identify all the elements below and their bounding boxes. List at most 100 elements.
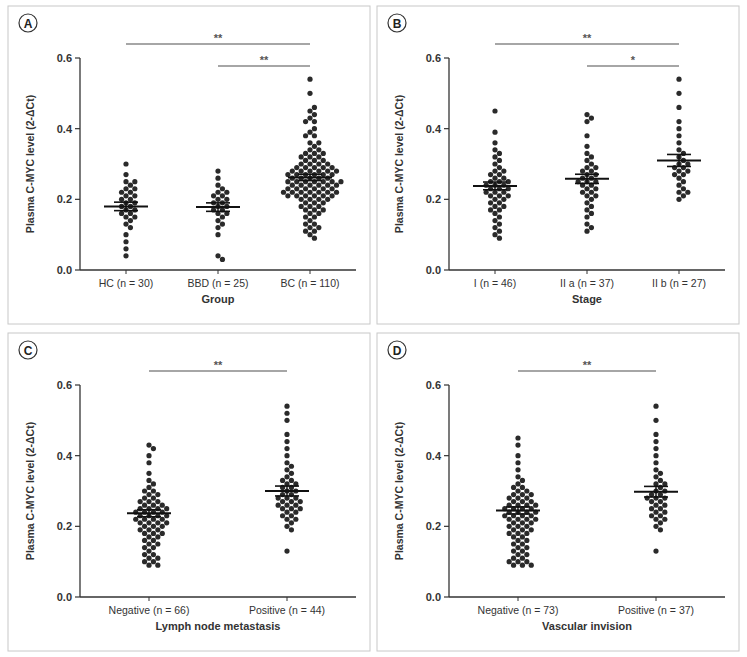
data-point bbox=[653, 446, 658, 451]
y-tick-label: 0.2 bbox=[426, 193, 441, 205]
data-point bbox=[520, 527, 525, 532]
data-point bbox=[224, 190, 229, 195]
panel-badge bbox=[388, 14, 406, 32]
x-tick bbox=[656, 597, 657, 601]
data-point bbox=[515, 552, 520, 557]
data-point bbox=[589, 204, 594, 209]
error-cap bbox=[114, 201, 138, 203]
data-point bbox=[520, 563, 525, 568]
data-point bbox=[151, 559, 156, 564]
data-point bbox=[524, 559, 529, 564]
x-tick bbox=[310, 270, 311, 274]
data-point bbox=[533, 517, 538, 522]
y-tick-label: 0.6 bbox=[426, 52, 441, 64]
data-point bbox=[501, 168, 506, 173]
y-axis-label: Plasma C-MYC level (2-ΔCt) bbox=[393, 422, 405, 560]
data-point bbox=[325, 197, 330, 202]
data-point bbox=[584, 221, 589, 226]
data-point bbox=[284, 404, 289, 409]
x-axis bbox=[449, 596, 725, 597]
data-point bbox=[289, 471, 294, 476]
data-point bbox=[676, 197, 681, 202]
data-point bbox=[497, 221, 502, 226]
y-tick-label: 0.4 bbox=[57, 123, 73, 135]
error-cap bbox=[483, 189, 507, 191]
data-point bbox=[497, 158, 502, 163]
data-point bbox=[119, 211, 124, 216]
data-point bbox=[492, 108, 497, 113]
data-point bbox=[653, 474, 658, 479]
data-point bbox=[515, 517, 520, 522]
data-point bbox=[676, 119, 681, 124]
mean-line bbox=[473, 185, 517, 187]
panel-frame bbox=[377, 333, 739, 651]
data-point bbox=[280, 499, 285, 504]
data-point bbox=[520, 492, 525, 497]
data-point bbox=[220, 186, 225, 191]
data-point bbox=[492, 218, 497, 223]
data-point bbox=[515, 495, 520, 500]
y-tick bbox=[444, 199, 449, 200]
data-point bbox=[307, 130, 312, 135]
data-point bbox=[128, 225, 133, 230]
data-point bbox=[589, 161, 594, 166]
data-point bbox=[284, 467, 289, 472]
marks bbox=[104, 77, 344, 262]
data-point bbox=[316, 197, 321, 202]
data-point bbox=[488, 207, 493, 212]
data-point bbox=[151, 488, 156, 493]
data-point bbox=[160, 524, 165, 529]
data-point bbox=[584, 112, 589, 117]
data-point bbox=[151, 503, 156, 508]
data-point bbox=[284, 432, 289, 437]
data-point bbox=[155, 499, 160, 504]
data-point bbox=[584, 207, 589, 212]
x-axis bbox=[80, 596, 356, 597]
data-point bbox=[307, 154, 312, 159]
data-point bbox=[155, 534, 160, 539]
error-cap bbox=[644, 486, 668, 488]
data-point bbox=[294, 186, 299, 191]
data-point bbox=[312, 214, 317, 219]
data-point bbox=[676, 147, 681, 152]
y-tick-label: 0.6 bbox=[57, 379, 72, 391]
error-cap bbox=[483, 181, 507, 183]
data-point bbox=[220, 193, 225, 198]
y-axis bbox=[79, 385, 80, 597]
data-point bbox=[151, 495, 156, 500]
data-point bbox=[584, 165, 589, 170]
data-point bbox=[507, 524, 512, 529]
data-point bbox=[155, 541, 160, 546]
data-point bbox=[142, 488, 147, 493]
data-point bbox=[284, 474, 289, 479]
significance-label: * bbox=[631, 54, 636, 66]
data-point bbox=[321, 151, 326, 156]
data-point bbox=[312, 200, 317, 205]
data-point bbox=[289, 464, 294, 469]
data-point bbox=[215, 225, 220, 230]
x-tick-label: Negative (n = 66) bbox=[109, 604, 190, 616]
x-tick bbox=[126, 270, 127, 274]
data-point bbox=[138, 520, 143, 525]
x-axis-label: Stage bbox=[572, 293, 602, 305]
data-point bbox=[312, 221, 317, 226]
data-point bbox=[653, 432, 658, 437]
data-point bbox=[142, 545, 147, 550]
data-point bbox=[307, 140, 312, 145]
data-point bbox=[653, 524, 658, 529]
significance-label: ** bbox=[214, 359, 223, 371]
data-point bbox=[515, 435, 520, 440]
data-point bbox=[307, 197, 312, 202]
y-tick bbox=[75, 199, 80, 200]
data-point bbox=[307, 168, 312, 173]
x-tick-label: Negative (n = 73) bbox=[478, 604, 559, 616]
y-tick bbox=[444, 526, 449, 527]
data-point bbox=[520, 556, 525, 561]
x-tick-label: BBD (n = 25) bbox=[188, 277, 249, 289]
data-point bbox=[123, 179, 128, 184]
data-point bbox=[524, 524, 529, 529]
data-point bbox=[285, 179, 290, 184]
data-point bbox=[284, 446, 289, 451]
x-tick bbox=[287, 597, 288, 601]
panel: C0.00.20.40.6Plasma C-MYC level (2-ΔCt)N… bbox=[8, 333, 370, 651]
